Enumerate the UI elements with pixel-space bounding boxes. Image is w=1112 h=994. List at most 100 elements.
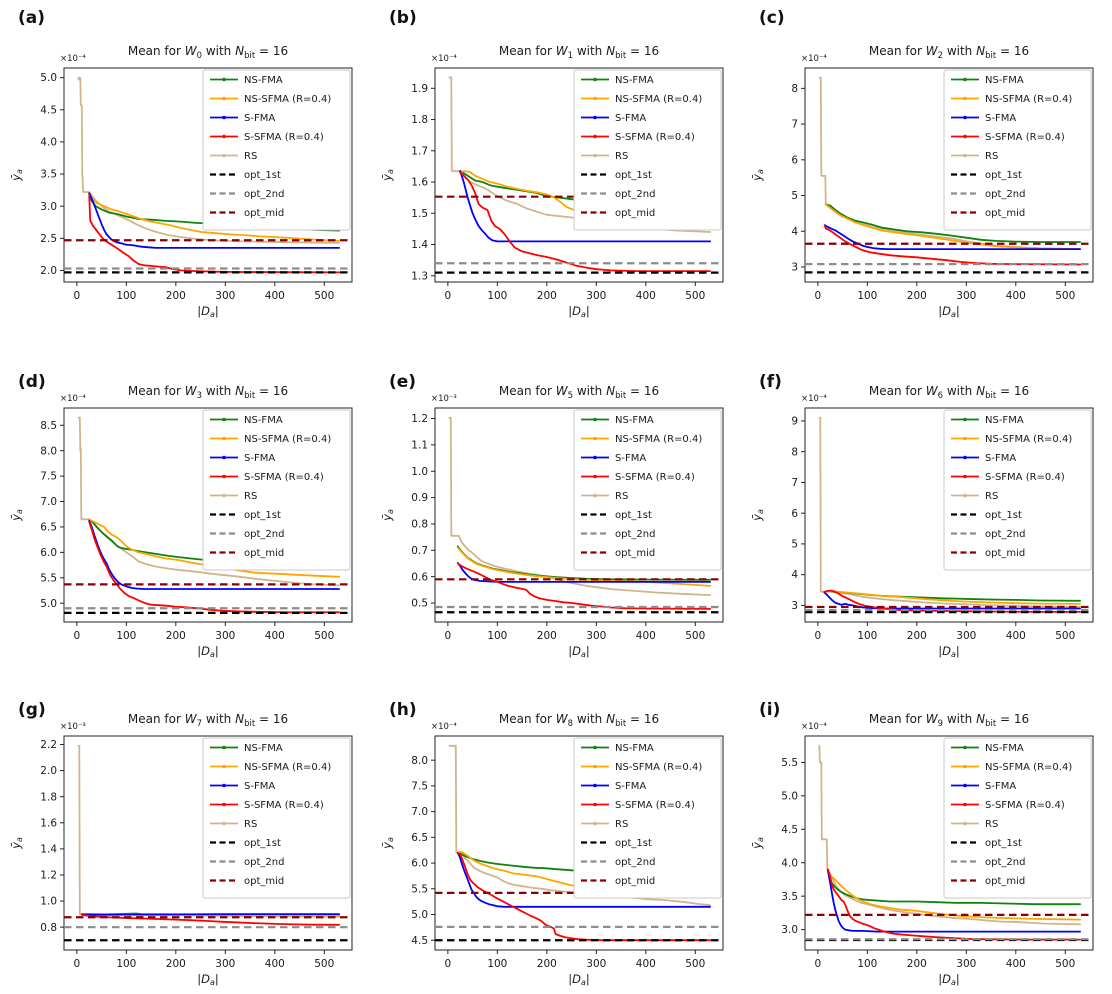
series-line-rs <box>448 416 711 596</box>
x-tick-label: 0 <box>445 290 452 302</box>
legend-label: S-FMA <box>985 113 1016 124</box>
legend-sample-marker <box>963 77 967 82</box>
legend-box <box>943 737 1092 899</box>
legend-label: opt_2nd <box>985 189 1025 200</box>
y-axis-label: ȳa <box>380 169 395 182</box>
x-axis-ticks: 0 100 200 300 400 500 <box>815 950 1075 970</box>
legend-entry-opt-2nd: opt_2nd <box>210 189 284 200</box>
x-tick-label: 300 <box>215 958 235 970</box>
y-tick-label: 5.5 <box>40 572 57 584</box>
legend-sample-marker <box>593 821 597 826</box>
legend-entry-rs: RS <box>581 491 628 502</box>
y-tick-label: 1.4 <box>411 239 428 251</box>
legend-label: opt_1st <box>615 838 652 849</box>
legend-label: opt_1st <box>615 170 652 181</box>
chart-d: 5.0 5.5 6.0 6.5 7.0 7.5 8.0 8.5 0 100 200 300 400 500… <box>9 384 353 659</box>
y-tick-label: 8.5 <box>40 420 57 432</box>
x-tick-label: 100 <box>116 958 136 970</box>
x-tick-label: 200 <box>907 290 927 302</box>
legend-entry-opt-2nd: opt_2nd <box>210 529 284 540</box>
x-tick-label: 0 <box>815 630 822 642</box>
y-tick-label: 8 <box>791 446 798 458</box>
legend-label: S-FMA <box>615 781 646 792</box>
panel-label: (e) <box>389 372 417 392</box>
y-tick-label: 3.0 <box>781 924 798 936</box>
legend-box <box>202 69 351 231</box>
panel-label: (d) <box>18 372 46 392</box>
y-tick-label: 5.0 <box>40 598 57 610</box>
legend-label: S-FMA <box>615 453 646 464</box>
legend-entry-opt-2nd: opt_2nd <box>951 529 1025 540</box>
legend-box <box>573 69 722 231</box>
y-tick-label: 6.5 <box>40 522 57 534</box>
legend-entry-opt-2nd: opt_2nd <box>951 857 1025 868</box>
legend-label: NS-SFMA (R=0.4) <box>244 94 331 105</box>
x-tick-label: 500 <box>685 630 705 642</box>
x-axis-ticks: 0 100 200 300 400 500 <box>445 950 705 970</box>
legend-entry-ns-sfma: NS-SFMA (R=0.4) <box>581 762 702 773</box>
legend-label: S-SFMA (R=0.4) <box>244 800 324 811</box>
y-axis-ticks: 3 4 5 6 7 8 9 <box>791 416 805 612</box>
legend-label: NS-SFMA (R=0.4) <box>985 94 1072 105</box>
legend-sample-marker <box>963 821 967 826</box>
y-tick-label: 4 <box>791 226 798 238</box>
legend-label: opt_2nd <box>244 857 284 868</box>
series-line-s-sfma <box>88 193 340 274</box>
legend: NS-FMA NS-SFMA (R=0.4) S-FMA S-SFMA (R=0.4)… <box>202 409 351 571</box>
x-tick-label: 300 <box>956 290 976 302</box>
x-axis-ticks: 0 100 200 300 400 500 <box>445 282 705 302</box>
legend-sample-marker <box>222 77 226 82</box>
legend-label: S-SFMA (R=0.4) <box>985 472 1065 483</box>
legend-sample-marker <box>222 783 226 788</box>
series-line-ns-sfma <box>826 871 1081 921</box>
legend: NS-FMA NS-SFMA (R=0.4) S-FMA S-SFMA (R=0.4)… <box>573 409 722 571</box>
legend-entry-opt-mid: opt_mid <box>210 208 284 219</box>
legend-entry-opt-2nd: opt_2nd <box>210 857 284 868</box>
legend-entry-ns-sfma: NS-SFMA (R=0.4) <box>951 762 1072 773</box>
legend-sample-marker <box>963 493 967 498</box>
legend-entry-s-sfma: S-SFMA (R=0.4) <box>951 800 1065 811</box>
y-axis-label: ȳa <box>750 509 765 522</box>
legend-label: RS <box>615 491 628 502</box>
legend-sample-marker <box>593 764 597 769</box>
legend-entry-ns-fma: NS-FMA <box>210 743 283 754</box>
y-offset-label: ×10⁻⁴ <box>801 54 827 64</box>
legend-label: opt_2nd <box>985 529 1025 540</box>
chart-title: Mean for W2 with Nbit = 16 <box>869 44 1029 61</box>
chart-f: 3 4 5 6 7 8 9 0 100 200 300 400 500 ×10⁻⁴ Mean for W6 … <box>750 384 1094 659</box>
x-tick-label: 200 <box>166 630 186 642</box>
y-tick-label: 5 <box>791 190 798 202</box>
legend-label: opt_1st <box>615 510 652 521</box>
legend-label: S-FMA <box>985 781 1016 792</box>
x-tick-label: 200 <box>537 958 557 970</box>
legend-label: opt_mid <box>985 876 1025 887</box>
legend-sample-marker <box>593 417 597 422</box>
legend-entry-ns-sfma: NS-SFMA (R=0.4) <box>581 94 702 105</box>
legend-sample-marker <box>222 96 226 101</box>
legend-sample-marker <box>963 115 967 120</box>
legend-sample-marker <box>222 493 226 498</box>
y-axis-label: ȳa <box>9 509 24 522</box>
legend-label: opt_mid <box>244 876 284 887</box>
y-tick-label: 1.2 <box>40 870 57 882</box>
legend-entry-rs: RS <box>210 151 257 162</box>
y-offset-label: ×10⁻⁴ <box>801 394 827 404</box>
legend-label: RS <box>244 819 257 830</box>
y-tick-label: 8.0 <box>411 755 428 767</box>
legend-sample-marker <box>593 115 597 120</box>
x-tick-label: 100 <box>857 630 877 642</box>
legend-sample-marker <box>963 783 967 788</box>
legend-label: NS-FMA <box>985 743 1024 754</box>
legend-label: S-FMA <box>244 453 275 464</box>
y-offset-label: ×10⁻⁴ <box>801 722 827 732</box>
legend-label: opt_1st <box>985 170 1022 181</box>
y-offset-label: ×10⁻⁴ <box>60 54 86 64</box>
y-tick-label: 1.6 <box>40 817 57 829</box>
legend-entry-s-fma: S-FMA <box>951 781 1016 792</box>
chart-title: Mean for W7 with Nbit = 16 <box>128 712 288 729</box>
legend-label: NS-SFMA (R=0.4) <box>615 94 702 105</box>
legend-label: opt_1st <box>985 838 1022 849</box>
legend-label: NS-SFMA (R=0.4) <box>615 762 702 773</box>
legend-label: RS <box>615 151 628 162</box>
